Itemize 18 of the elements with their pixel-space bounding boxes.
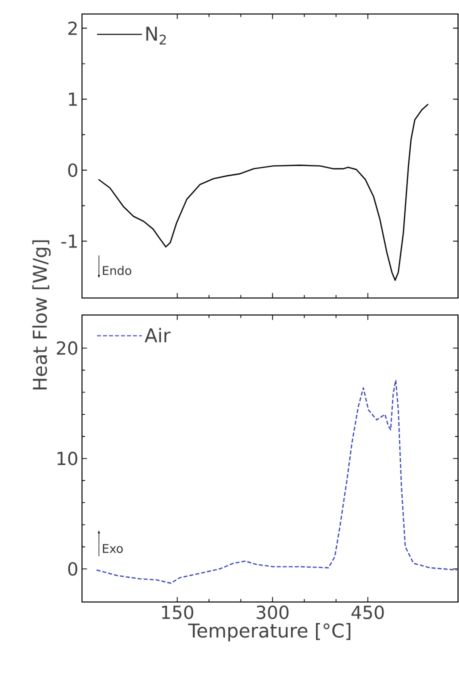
y-axis-title: Heat Flow [W/g] bbox=[32, 240, 51, 390]
annotation: Endo bbox=[103, 266, 132, 276]
y-tick-label: 0 bbox=[68, 562, 78, 576]
legend-label: N$_{2}$ bbox=[146, 26, 166, 44]
y-tick-label: 0 bbox=[68, 163, 78, 177]
line-series bbox=[96, 380, 458, 584]
y-tick-label: 10 bbox=[58, 452, 78, 466]
annotation: Exo bbox=[103, 544, 124, 554]
line-series bbox=[98, 104, 429, 281]
x-tick-label: 450 bbox=[352, 606, 384, 620]
x-tick-label: 300 bbox=[256, 606, 289, 620]
legend-label: Air bbox=[144, 328, 171, 342]
y-tick-label: -1 bbox=[62, 234, 78, 248]
y-tick-label: 2 bbox=[68, 22, 77, 35]
x-tick-label: 150 bbox=[162, 606, 194, 620]
x-axis-title: Temperature [°C] bbox=[188, 623, 351, 642]
y-tick-label: 1 bbox=[69, 92, 78, 106]
y-tick-label: 20 bbox=[57, 341, 78, 355]
